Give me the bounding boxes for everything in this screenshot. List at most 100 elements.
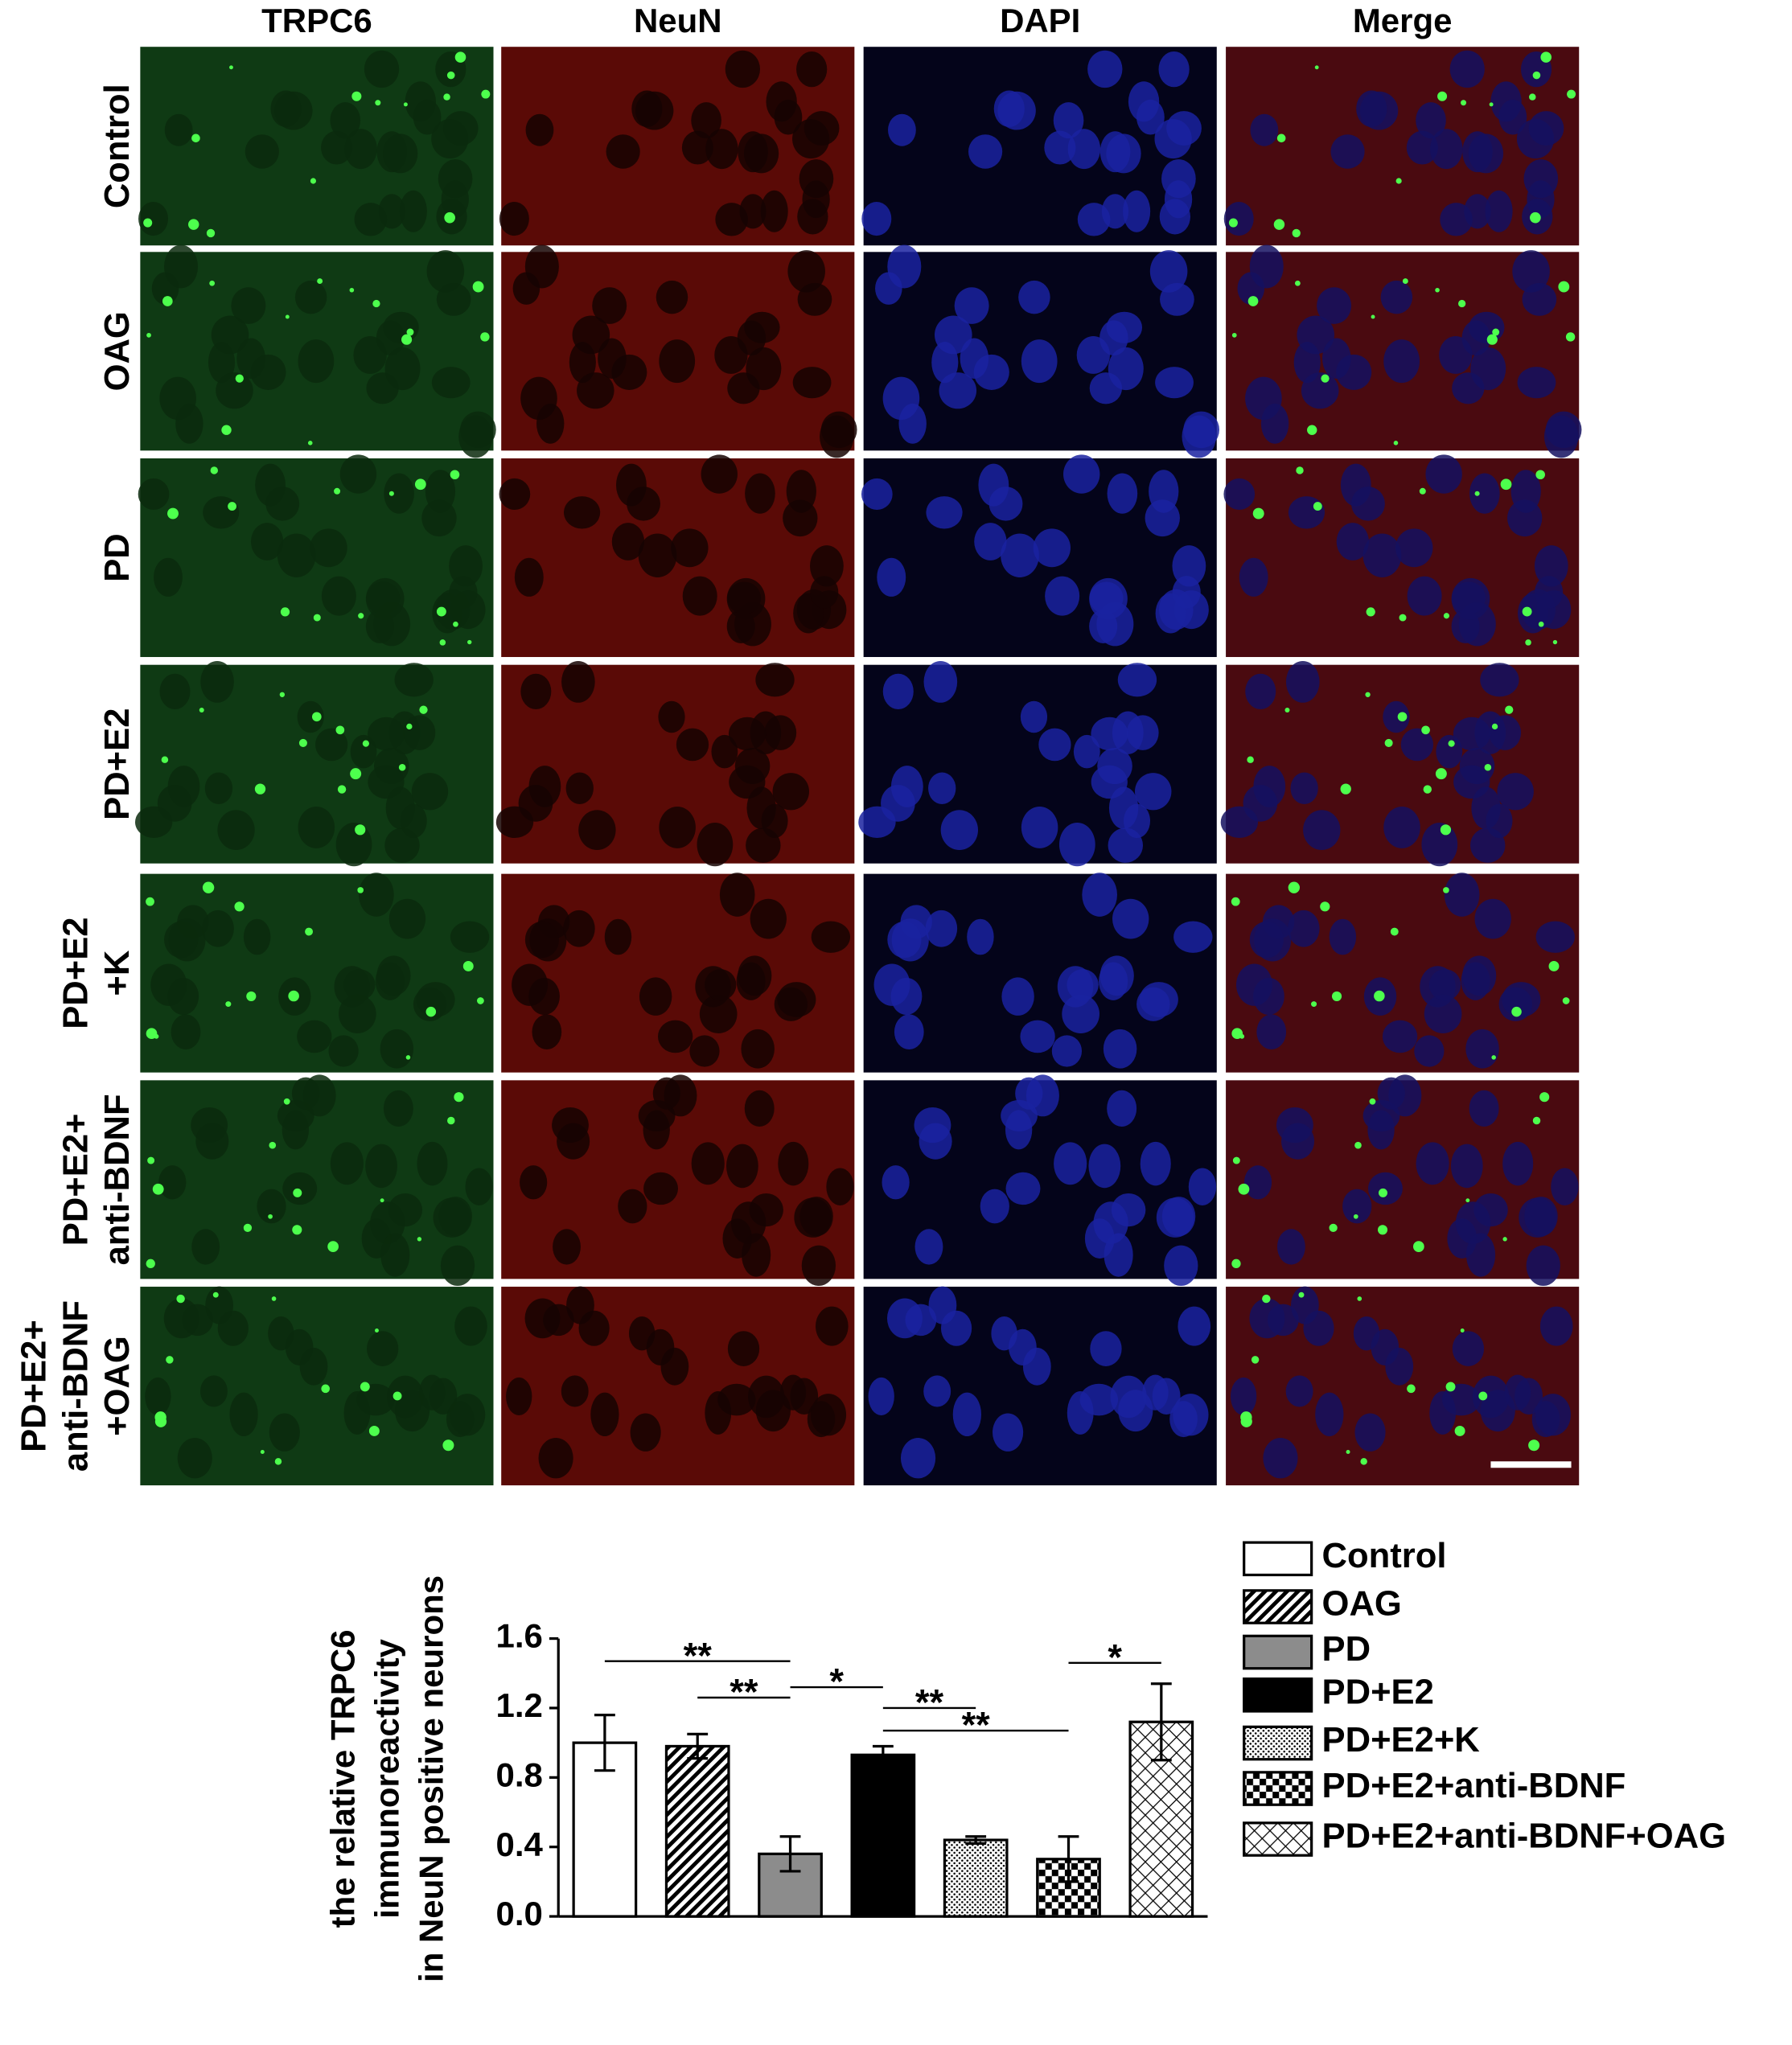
- nucleus: [277, 533, 316, 577]
- puncta: [403, 102, 408, 107]
- nucleus: [299, 1347, 328, 1386]
- nucleus: [711, 734, 738, 769]
- nucleus: [988, 487, 1023, 521]
- nucleus: [159, 673, 191, 710]
- nucleus: [1245, 673, 1276, 710]
- row-label: PD+E2 +K: [56, 918, 137, 1029]
- nucleus: [725, 50, 761, 88]
- nucleus: [1523, 159, 1559, 199]
- nucleus: [1020, 700, 1048, 733]
- puncta: [147, 1156, 155, 1164]
- nucleus: [1067, 129, 1101, 170]
- puncta: [1311, 1001, 1317, 1008]
- puncta: [268, 1213, 273, 1219]
- nucleus: [1220, 806, 1259, 839]
- nucleus: [525, 113, 554, 146]
- row-label: PD+E2+ anti-BDNF +OAG: [15, 1300, 137, 1472]
- legend-label: PD+E2+anti-BDNF: [1322, 1767, 1626, 1805]
- nucleus: [928, 1286, 957, 1324]
- nucleus: [350, 734, 377, 769]
- nucleus: [164, 244, 199, 289]
- nucleus: [811, 921, 851, 953]
- nucleus: [383, 311, 419, 343]
- legend-swatch: [1243, 1821, 1313, 1857]
- nucleus: [365, 1144, 397, 1189]
- nucleus: [741, 1029, 775, 1069]
- puncta: [439, 639, 446, 646]
- nucleus: [1416, 102, 1446, 139]
- nucleus: [1087, 50, 1123, 88]
- puncta: [199, 707, 204, 712]
- nucleus: [1285, 1375, 1313, 1407]
- nucleus: [145, 1377, 171, 1415]
- row-label: PD+E2+ anti-BDNF: [56, 1094, 137, 1265]
- nucleus: [701, 454, 738, 494]
- nucleus: [1090, 1331, 1122, 1366]
- nucleus: [367, 1331, 399, 1366]
- puncta: [166, 1356, 174, 1364]
- puncta: [176, 1294, 185, 1304]
- nucleus: [294, 280, 327, 314]
- nucleus: [1276, 1229, 1305, 1265]
- y-tick-label: 0.0: [496, 1895, 543, 1932]
- legend-label: Control: [1322, 1537, 1447, 1575]
- nucleus: [691, 1142, 725, 1185]
- nucleus: [1166, 111, 1202, 146]
- nucleus: [438, 159, 473, 199]
- nucleus: [269, 1413, 300, 1452]
- puncta: [380, 1198, 384, 1203]
- nucleus: [960, 338, 989, 379]
- nucleus: [1385, 1347, 1414, 1386]
- nucleus: [1322, 338, 1351, 379]
- puncta: [146, 1259, 155, 1268]
- legend-swatch: [1243, 1589, 1313, 1624]
- puncta: [1365, 692, 1371, 697]
- puncta: [1445, 1382, 1456, 1392]
- puncta: [1296, 466, 1304, 474]
- puncta: [1393, 441, 1399, 446]
- nucleus: [211, 315, 249, 355]
- puncta: [161, 756, 169, 763]
- y-tick-label: 0.4: [496, 1825, 544, 1863]
- puncta: [360, 1382, 370, 1392]
- nucleus: [177, 1438, 212, 1479]
- nucleus: [383, 133, 418, 174]
- nucleus: [1528, 111, 1564, 146]
- puncta: [221, 425, 232, 435]
- nucleus: [1510, 470, 1541, 513]
- puncta: [1532, 1116, 1541, 1125]
- nucleus: [745, 473, 775, 514]
- nucleus: [868, 1377, 894, 1415]
- puncta: [229, 65, 233, 70]
- nucleus: [796, 51, 828, 88]
- nucleus: [1472, 1375, 1510, 1419]
- nucleus: [657, 1020, 693, 1053]
- puncta: [225, 1001, 232, 1008]
- puncta: [1357, 1296, 1362, 1301]
- legend-label: PD+E2: [1322, 1673, 1434, 1712]
- nucleus: [532, 1014, 562, 1050]
- puncta: [1443, 887, 1449, 893]
- nucleus: [1290, 772, 1318, 805]
- nucleus: [1173, 921, 1213, 953]
- puncta: [1443, 613, 1450, 619]
- puncta: [1238, 1183, 1250, 1195]
- nucleus: [321, 576, 356, 616]
- nucleus: [652, 1077, 681, 1110]
- nucleus: [1395, 528, 1433, 568]
- nucleus: [671, 528, 709, 568]
- puncta: [1562, 997, 1570, 1004]
- nucleus: [861, 478, 893, 510]
- puncta: [298, 738, 307, 747]
- nucleus: [524, 244, 559, 289]
- nucleus: [1249, 921, 1284, 959]
- puncta: [1371, 314, 1375, 319]
- puncta: [405, 1055, 411, 1060]
- nucleus: [380, 1029, 414, 1069]
- nucleus: [1018, 280, 1050, 314]
- nucleus: [1172, 545, 1206, 587]
- puncta: [436, 606, 446, 617]
- nucleus: [450, 921, 490, 953]
- puncta: [206, 228, 216, 238]
- nucleus: [1005, 1172, 1041, 1205]
